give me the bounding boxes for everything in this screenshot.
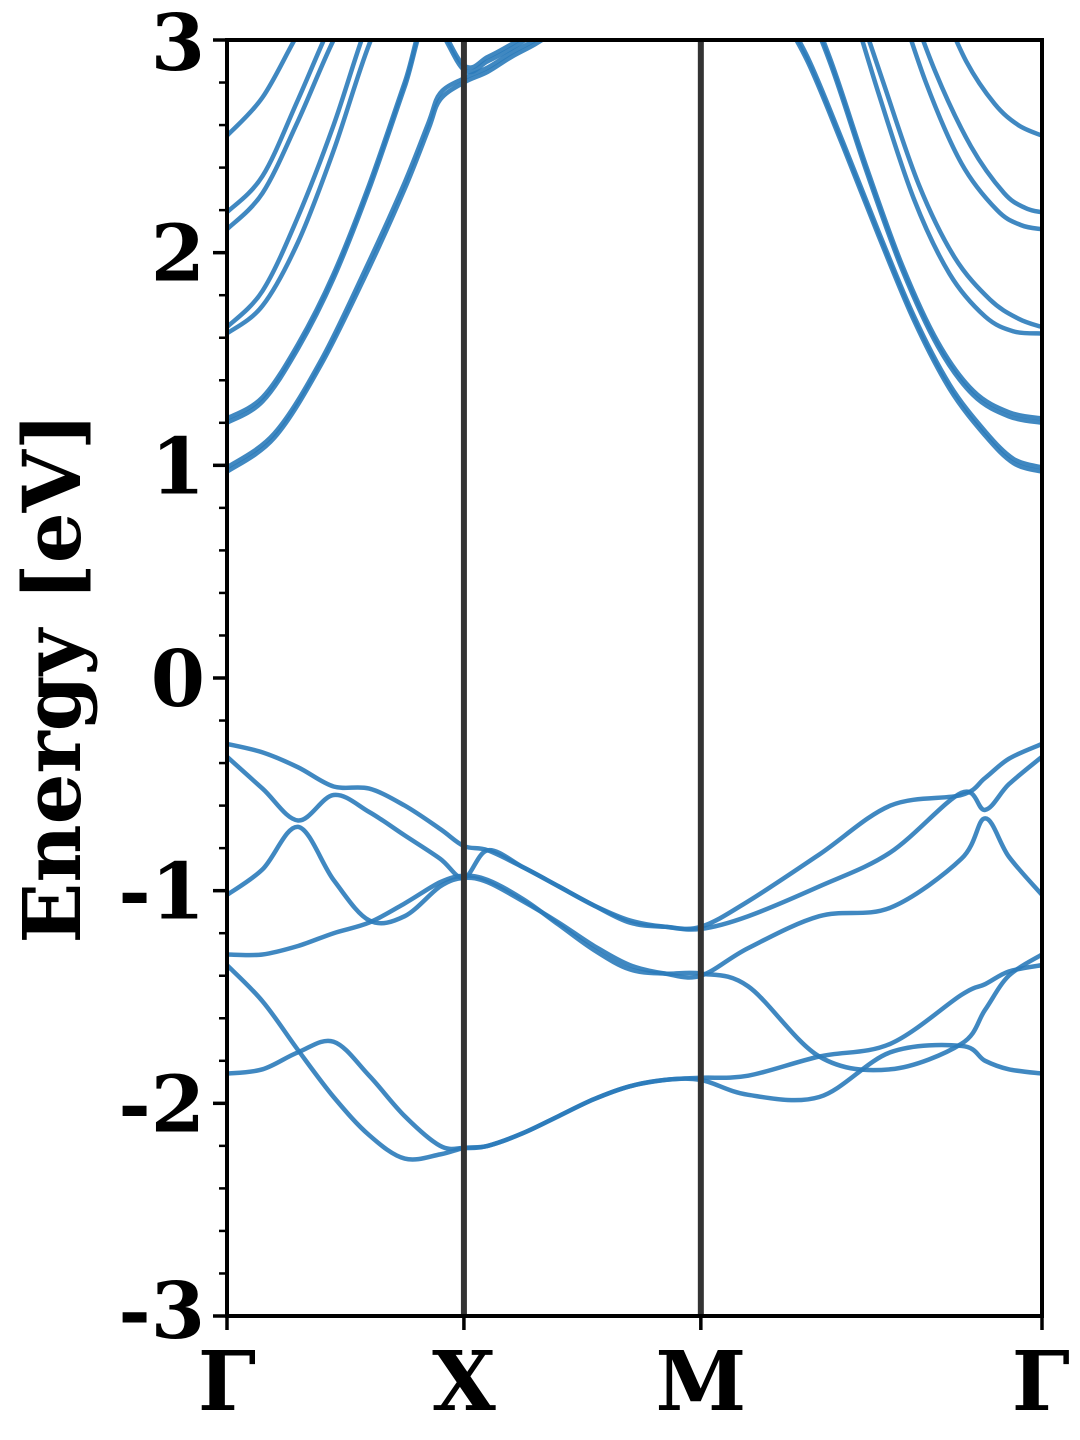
y-tick-label: 1 [151, 421, 205, 512]
band-line-11 [227, 40, 374, 336]
band-lines [227, 40, 1042, 1162]
band-line-4 [227, 873, 1042, 1073]
x-tick-label: M [655, 1334, 746, 1430]
y-axis-ticks: -3 -2 -1 0 1 2 3 [118, 0, 227, 1357]
band-line-23 [920, 40, 1042, 215]
band-line-3 [227, 816, 1042, 980]
band-line-24 [953, 40, 1042, 138]
y-tick-label: -2 [118, 1059, 205, 1150]
y-tick-label: 0 [151, 634, 205, 725]
band-line-19 [820, 40, 1042, 421]
band-line-7 [227, 40, 547, 474]
band-line-2 [227, 754, 1042, 932]
y-tick-label: -1 [118, 847, 205, 938]
band-line-21 [866, 40, 1042, 330]
x-tick-label: X [432, 1334, 496, 1430]
band-line-15 [227, 40, 298, 138]
x-tick-label: Γ [198, 1334, 256, 1430]
band-line-14 [227, 40, 327, 215]
band-line-8 [227, 40, 540, 470]
band-line-13 [227, 40, 337, 232]
y-tick-label: 3 [151, 0, 205, 89]
y-axis-title: Energy [eV] [5, 412, 99, 943]
band-line-6 [227, 1038, 1042, 1152]
band-line-20 [859, 40, 1042, 336]
band-line-10 [227, 40, 523, 421]
x-tick-label: Γ [1012, 1334, 1070, 1430]
y-tick-label: 2 [151, 209, 205, 300]
y-tick-label: -3 [118, 1266, 205, 1357]
band-line-17 [796, 40, 1042, 470]
band-line-12 [227, 40, 364, 330]
band-line-22 [908, 40, 1042, 232]
high-symmetry-lines [460, 40, 704, 1316]
